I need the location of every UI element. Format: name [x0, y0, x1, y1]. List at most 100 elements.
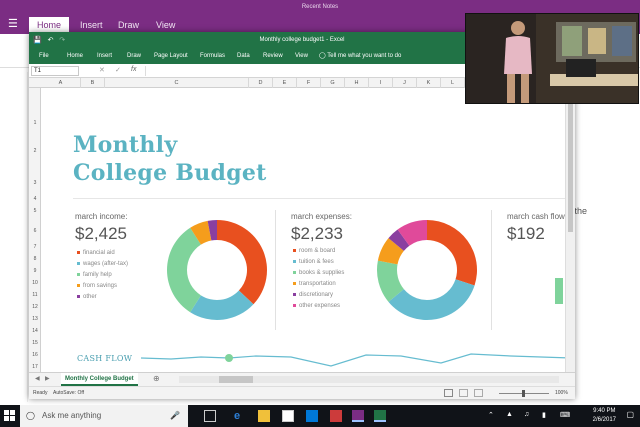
column-header-f[interactable]: F — [297, 78, 321, 88]
row-header-11[interactable]: 11 — [32, 292, 38, 298]
vertical-scrollbar[interactable] — [565, 88, 575, 384]
network-icon[interactable]: ▲ — [506, 411, 513, 418]
sheet-tab-monthly-college-budget[interactable]: Monthly College Budget — [61, 373, 138, 386]
row-header-2[interactable]: 2 — [33, 148, 37, 154]
vertical-scroll-thumb[interactable] — [568, 92, 573, 232]
row-header-14[interactable]: 14 — [32, 328, 38, 334]
column-header-d[interactable]: D — [249, 78, 273, 88]
save-icon[interactable]: 💾 — [33, 37, 42, 44]
row-header-7[interactable]: 7 — [33, 244, 37, 250]
confirm-formula-icon[interactable]: ✓ — [115, 67, 121, 74]
onenote-tab-draw[interactable]: Draw — [118, 20, 140, 30]
media-app-icon[interactable] — [330, 410, 342, 422]
row-headers: 123456789101112131415161718 — [29, 88, 41, 388]
skype-icon[interactable] — [306, 410, 318, 422]
row-header-8[interactable]: 8 — [33, 256, 37, 262]
tab-home[interactable]: Home — [67, 53, 84, 59]
next-sheet-icon[interactable]: ▶ — [45, 376, 50, 382]
normal-view-icon[interactable] — [444, 389, 453, 397]
column-header-l[interactable]: L — [441, 78, 465, 88]
zoom-slider-handle[interactable] — [522, 390, 525, 397]
taskbar-clock[interactable]: 9:40 PM 2/6/2017 — [593, 407, 616, 425]
tab-formulas[interactable]: Formulas — [200, 53, 226, 59]
column-header-h[interactable]: H — [345, 78, 369, 88]
column-header-g[interactable]: G — [321, 78, 345, 88]
zoom-slider[interactable] — [499, 390, 549, 397]
column-header-e[interactable]: E — [273, 78, 297, 88]
keyboard-icon[interactable]: ⌨ — [560, 412, 571, 419]
row-header-10[interactable]: 10 — [32, 280, 38, 286]
formula-input[interactable] — [145, 66, 569, 76]
excel-app-icon[interactable] — [374, 410, 386, 422]
onenote-tab-insert[interactable]: Insert — [80, 20, 103, 30]
page-break-view-icon[interactable] — [474, 389, 483, 397]
row-header-9[interactable]: 9 — [33, 268, 37, 274]
zoom-level: 100% — [555, 390, 568, 396]
legend-label: discretionary — [299, 292, 334, 298]
tell-me-box[interactable]: ◯ Tell me what you want to do — [319, 49, 401, 64]
cancel-formula-icon[interactable]: ✕ — [99, 67, 105, 74]
file-explorer-icon[interactable] — [258, 410, 270, 422]
task-view-icon[interactable] — [204, 410, 216, 422]
row-header-16[interactable]: 16 — [32, 352, 38, 358]
legend-item: other — [77, 294, 97, 300]
column-header-i[interactable]: I — [369, 78, 393, 88]
legend-item: transportation — [293, 281, 336, 287]
tab-view[interactable]: View — [295, 53, 308, 59]
onenote-tab-home[interactable]: Home — [29, 17, 69, 34]
volume-icon[interactable]: ♫ — [524, 411, 530, 418]
row-header-15[interactable]: 15 — [32, 340, 38, 346]
undo-icon[interactable]: ↶ — [47, 37, 54, 44]
edge-browser-icon[interactable]: e — [234, 410, 241, 422]
windows-taskbar: ◯ Ask me anything 🎤 e ⌃ ▲ ♫ ▮ ⌨ 9:40 PM … — [0, 405, 640, 427]
redo-icon[interactable]: ↷ — [59, 37, 66, 44]
onenote-app-icon[interactable] — [352, 410, 364, 422]
worksheet-grid[interactable]: Monthly College Budget march income: $2,… — [41, 88, 575, 384]
prev-sheet-icon[interactable]: ◀ — [35, 376, 40, 382]
tab-data[interactable]: Data — [237, 53, 250, 59]
excel-window: Monthly college budget1 - Excel 💾 ↶ ↷ — … — [29, 32, 575, 399]
cash-flow-marker — [225, 354, 233, 362]
tab-draw[interactable]: Draw — [127, 53, 142, 59]
expenses-total: $2,233 — [291, 224, 343, 243]
row-header-4[interactable]: 4 — [33, 196, 37, 202]
row-header-13[interactable]: 13 — [32, 316, 38, 322]
formula-bar: T1 ✕ ✓ fx — [29, 64, 575, 78]
column-header-j[interactable]: J — [393, 78, 417, 88]
tab-insert[interactable]: Insert — [97, 53, 113, 59]
row-header-6[interactable]: 6 — [33, 228, 37, 234]
function-icon[interactable]: fx — [131, 66, 137, 73]
row-header-3[interactable]: 3 — [33, 180, 37, 186]
horizontal-scroll-thumb[interactable] — [219, 376, 253, 383]
legend-label: other — [83, 294, 97, 300]
windows-start-icon[interactable] — [4, 410, 16, 422]
name-box[interactable]: T1 — [31, 66, 79, 76]
row-header-12[interactable]: 12 — [32, 304, 38, 310]
taskbar-search-box[interactable]: ◯ Ask me anything 🎤 — [20, 405, 188, 427]
video-picture-in-picture[interactable] — [465, 13, 639, 104]
tab-file[interactable]: File — [39, 53, 49, 59]
tab-review[interactable]: Review — [263, 53, 283, 59]
onenote-tab-view[interactable]: View — [156, 20, 176, 30]
microphone-icon[interactable]: 🎤 — [170, 411, 180, 420]
cash-flow-title: CASH FLOW — [77, 354, 133, 363]
column-header-b[interactable]: B — [81, 78, 105, 88]
tab-page-layout[interactable]: Page Layout — [154, 53, 188, 59]
hamburger-menu-icon[interactable]: ☰ — [8, 18, 18, 30]
legend-label: wages (after-tax) — [83, 261, 129, 267]
row-header-5[interactable]: 5 — [33, 208, 37, 214]
add-sheet-icon[interactable]: ⊕ — [153, 374, 160, 383]
legend-item: discretionary — [293, 292, 333, 298]
horizontal-scrollbar[interactable] — [179, 376, 559, 383]
column-header-c[interactable]: C — [105, 78, 249, 88]
column-header-k[interactable]: K — [417, 78, 441, 88]
action-center-icon[interactable]: ▢ — [626, 410, 634, 419]
row-header-1[interactable]: 1 — [33, 120, 37, 126]
column-header-a[interactable]: A — [41, 78, 81, 88]
system-tray-chevron-icon[interactable]: ⌃ — [488, 412, 494, 419]
row-header-17[interactable]: 17 — [32, 364, 38, 370]
legend-swatch — [293, 248, 296, 252]
battery-icon[interactable]: ▮ — [542, 412, 546, 419]
page-layout-view-icon[interactable] — [459, 389, 468, 397]
store-icon[interactable] — [282, 410, 294, 422]
